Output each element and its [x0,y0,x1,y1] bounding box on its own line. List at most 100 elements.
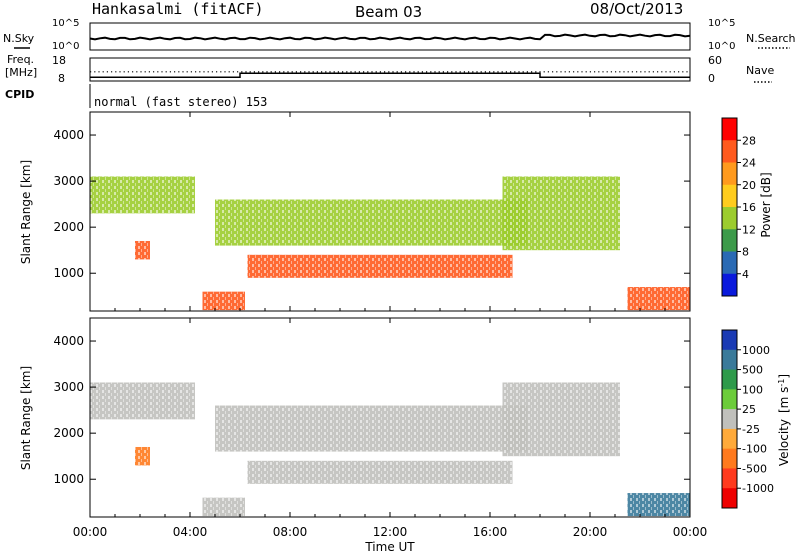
velocity-colorbar-swatch [722,488,737,509]
nsky-trace [89,33,691,41]
y-tick-label: 2000 [53,426,84,440]
velocity-echo-texture [202,497,245,517]
power-colorbar-tick-label: 28 [742,134,756,147]
power-echo-texture [502,176,620,251]
power-echo-texture [135,240,150,260]
velocity-y-label: Slant Range [km] [19,366,33,470]
velocity-colorbar-frame [721,329,738,509]
velocity-colorbar-swatch [722,448,737,469]
velocity-colorbar-swatch [722,349,737,371]
power-colorbar-swatch [722,207,737,230]
velocity-echo-texture [502,382,620,457]
velocity-cbar-label-main: Velocity [777,419,791,466]
x-tick-label: 12:00 [373,525,408,539]
power-y-label: Slant Range [km] [19,160,33,264]
power-colorbar-swatch [722,118,737,141]
velocity-colorbar-swatch [722,369,737,390]
x-tick-label: 00:00 [73,525,108,539]
nave-tick-top: 60 [708,54,722,67]
power-colorbar-tick-label: 4 [742,268,749,281]
noise-panel-frame [89,22,691,51]
noise-tick-bottom-left: 10^0 [52,41,79,52]
velocity-y-axis: 1000 2000 3000 4000 [53,334,690,486]
x-tick-label: 00:00 [673,525,708,539]
velocity-colorbar-tick-label: -100 [742,443,767,456]
nave-label: Nave [746,64,774,77]
velocity-colorbar-swatch [722,330,737,351]
noise-tick-top-left: 10^5 [52,18,79,29]
power-colorbar-tick-label: 12 [742,223,756,236]
velocity-echo-texture [215,405,528,452]
power-colorbar: 28 24 20 16 12 8 4 [721,117,756,297]
power-colorbar-tick-label: 20 [742,179,756,192]
velocity-colorbar-swatch [722,428,737,450]
power-colorbar-tick-label: 16 [742,201,756,214]
velocity-cbar-label-close: ] [777,374,791,379]
power-colorbar-tick-label: 24 [742,157,756,170]
y-tick-label: 4000 [53,334,84,348]
power-echo-texture [90,176,195,214]
x-label: Time UT [364,540,415,554]
date-title: 08/Oct/2013 [590,0,683,18]
cpid-label: CPID [5,88,34,101]
power-y-axis: 1000 2000 3000 4000 [53,128,690,280]
beam-title: Beam 03 [355,3,422,21]
y-tick-label: 3000 [53,380,84,394]
velocity-colorbar-tick-label: -500 [742,462,767,475]
power-heatmap [90,176,690,311]
velocity-echo-texture [247,460,513,484]
velocity-colorbar: 1000 500 100 25 -25 -100 -500 -1000 [721,329,774,509]
nsearch-label: N.Search [746,32,796,45]
velocity-heatmap [90,382,690,517]
power-echo-texture [202,291,245,311]
velocity-colorbar-tick-label: 25 [742,403,756,416]
nsky-label: N.Sky [3,32,35,45]
power-colorbar-swatch [722,273,737,297]
y-tick-label: 2000 [53,220,84,234]
velocity-colorbar-tick-label: 100 [742,383,763,396]
freq-panel-frame [89,57,691,82]
x-tick-label: 20:00 [573,525,608,539]
cpid-text: normal (fast stereo) 153 [94,95,267,109]
power-echo-texture [215,199,528,246]
velocity-colorbar-tick-label: -1000 [742,482,774,495]
velocity-echo-texture [627,493,690,517]
power-colorbar-tick-label: 8 [742,246,749,259]
noise-tick-bottom-right: 10^0 [708,41,735,52]
velocity-cbar-label-unit: [m s [777,387,791,413]
velocity-colorbar-tick-label: 1000 [742,344,770,357]
velocity-echo-texture [90,382,195,420]
power-colorbar-swatch [722,184,737,208]
freq-label-2: [MHz] [5,66,37,79]
power-colorbar-swatch [722,229,737,252]
velocity-cbar-label: Velocity [m s-1] [777,374,791,466]
freq-tick-bottom: 8 [58,72,65,85]
power-colorbar-swatch [722,251,737,275]
y-tick-label: 3000 [53,174,84,188]
x-tick-label: 16:00 [473,525,508,539]
freq-label-1: Freq. [7,53,34,66]
nave-trace [90,72,690,78]
velocity-colorbar-tick-label: 500 [742,364,763,377]
freq-tick-top: 18 [52,54,66,67]
y-tick-label: 1000 [53,266,84,280]
station-title: Hankasalmi (fitACF) [92,0,264,18]
velocity-colorbar-swatch [722,389,737,410]
y-tick-label: 4000 [53,128,84,142]
nave-tick-bottom: 0 [708,72,715,85]
power-colorbar-swatch [722,162,737,186]
x-tick-label: 04:00 [173,525,208,539]
velocity-colorbar-swatch [722,468,737,489]
velocity-cbar-label-exp: -1 [777,379,786,387]
power-echo-texture [627,287,690,311]
velocity-colorbar-swatch [722,409,737,430]
velocity-colorbar-tick-label: -25 [742,423,760,436]
noise-tick-top-right: 10^5 [708,18,735,29]
x-tick-label: 08:00 [273,525,308,539]
y-tick-label: 1000 [53,472,84,486]
velocity-echo-texture [135,446,150,466]
power-colorbar-swatch [722,140,737,163]
time-x-axis: 00:00 04:00 08:00 12:00 16:00 20:00 00:00 [73,112,708,539]
